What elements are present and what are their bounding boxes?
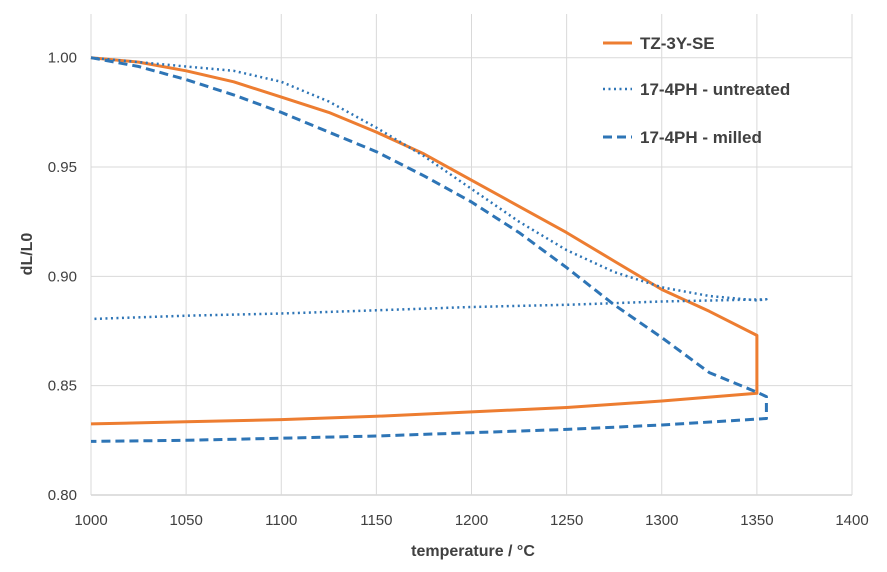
y-tick-label: 0.95 xyxy=(48,159,77,176)
x-tick-label: 1150 xyxy=(360,512,392,529)
plot-area xyxy=(90,56,768,443)
x-axis-title: temperature / °C xyxy=(411,543,535,560)
x-tick-label: 1300 xyxy=(645,512,678,529)
y-tick-label: 0.80 xyxy=(48,487,77,504)
x-tick-label: 1250 xyxy=(550,512,583,529)
x-tick-label: 1400 xyxy=(835,512,868,529)
series-line-tz-3y-se xyxy=(90,56,759,426)
legend-label-tz-3y-se: TZ-3Y-SE xyxy=(640,34,715,53)
x-tick-label: 1050 xyxy=(169,512,202,529)
legend: TZ-3Y-SE 17-4PH - untreated 17-4PH - mil… xyxy=(603,34,790,147)
tick-labels: 0.80 0.85 0.90 0.95 1.00 1000 1050 1100 1150 1200… xyxy=(48,50,869,529)
legend-label-17-4ph-untreated: 17-4PH - untreated xyxy=(640,80,790,99)
legend-label-17-4ph-milled: 17-4PH - milled xyxy=(640,128,762,147)
grid xyxy=(90,14,853,496)
y-tick-label: 0.85 xyxy=(48,378,77,395)
series-line-17-4ph-milled xyxy=(90,56,768,443)
y-tick-label: 1.00 xyxy=(48,50,77,67)
x-tick-label: 1200 xyxy=(455,512,488,529)
x-tick-label: 1000 xyxy=(74,512,107,529)
x-tick-label: 1100 xyxy=(265,512,297,529)
y-tick-label: 0.90 xyxy=(48,268,77,285)
x-tick-label: 1350 xyxy=(740,512,773,529)
y-axis-title: dL/L0 xyxy=(19,233,36,276)
